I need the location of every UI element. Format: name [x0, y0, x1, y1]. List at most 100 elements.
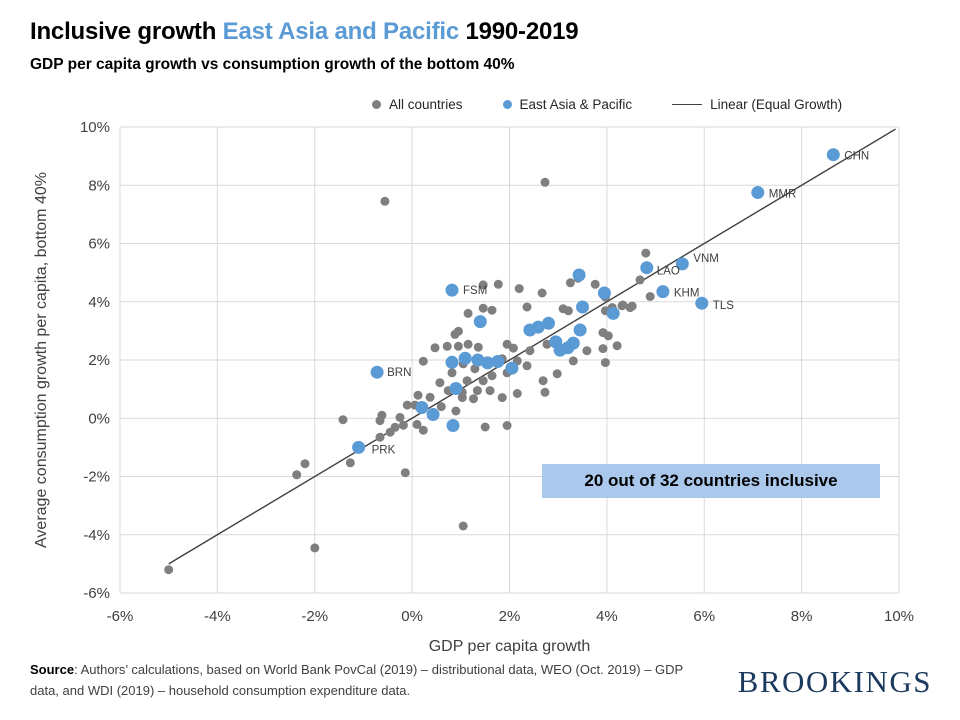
country-label: PRK [372, 444, 396, 456]
point-all-countries [487, 305, 497, 315]
country-label: KHM [674, 288, 700, 300]
point-all-countries [400, 468, 410, 478]
source-note: Source: Authors’ calculations, based on … [30, 660, 710, 702]
point-all-countries [508, 343, 518, 353]
chart-subtitle: GDP per capita growth vs consumption gro… [30, 56, 515, 73]
point-all-countries [625, 303, 635, 313]
point-all-countries [568, 356, 578, 366]
y-tick-label: -4% [83, 527, 110, 544]
point-all-countries [463, 339, 473, 349]
point-all-countries [512, 389, 522, 398]
point-all-countries [469, 394, 478, 404]
point-all-countries [292, 470, 302, 480]
x-tick-label: 6% [693, 608, 715, 625]
point-all-countries [442, 341, 452, 351]
x-tick-label: -2% [301, 608, 328, 625]
y-tick-label: 6% [88, 236, 110, 253]
x-tick-label: 10% [884, 608, 914, 625]
point-all-countries [451, 406, 461, 416]
point-all-countries [478, 376, 488, 386]
point-east-asia-pacific [656, 285, 670, 299]
x-axis-title: GDP per capita growth [429, 638, 591, 655]
point-all-countries [514, 284, 524, 294]
point-east-asia-pacific [415, 401, 429, 414]
point-all-countries [462, 376, 472, 386]
y-tick-label: -6% [83, 585, 110, 602]
point-all-countries [487, 371, 497, 381]
source-label: Source [30, 662, 75, 677]
point-all-countries [375, 432, 385, 442]
point-all-countries [502, 421, 512, 430]
point-all-countries [542, 339, 552, 349]
point-east-asia-pacific [549, 335, 563, 349]
y-tick-label: 0% [88, 410, 110, 427]
point-east-asia-pacific [751, 186, 765, 199]
point-all-countries [300, 459, 310, 469]
point-all-countries [310, 543, 320, 553]
point-all-countries [398, 420, 408, 430]
point-east-asia-pacific [370, 365, 384, 379]
point-east-asia-pacific [542, 316, 555, 330]
country-label: BRN [387, 367, 411, 379]
chart-title-region-accent: East Asia and Pacific [222, 18, 466, 45]
legend-label-all-countries: All countries [389, 97, 463, 112]
country-label: FSM [463, 285, 487, 297]
point-east-asia-pacific [445, 355, 459, 369]
brookings-logo: BROOKINGS [737, 664, 932, 699]
all-countries-dot-icon [372, 100, 381, 109]
point-east-asia-pacific [573, 323, 587, 337]
point-all-countries [563, 306, 573, 316]
country-label: CHN [844, 151, 869, 163]
point-all-countries [413, 390, 423, 400]
chart-title-part1: Inclusive growth [30, 18, 223, 45]
source-text: : Authors’ calculations, based on World … [30, 662, 683, 698]
point-all-countries [565, 278, 575, 288]
point-all-countries [645, 292, 655, 301]
point-east-asia-pacific [458, 351, 472, 365]
point-all-countries [435, 378, 445, 388]
y-tick-label: 4% [88, 294, 110, 311]
point-all-countries [345, 458, 355, 468]
point-all-countries [540, 387, 550, 397]
point-all-countries [617, 301, 627, 311]
point-all-countries [497, 393, 507, 403]
point-east-asia-pacific [426, 408, 440, 421]
point-east-asia-pacific [445, 283, 459, 297]
country-label: VNM [693, 253, 719, 265]
legend-item-all-countries: All countries [372, 97, 463, 112]
point-all-countries [590, 279, 600, 289]
equal-growth-line [168, 128, 896, 565]
point-all-countries [380, 196, 390, 206]
point-all-countries [457, 393, 467, 403]
point-east-asia-pacific [606, 306, 620, 320]
point-east-asia-pacific [640, 261, 654, 275]
point-all-countries [478, 280, 488, 290]
point-east-asia-pacific [675, 257, 689, 271]
x-tick-label: 8% [791, 608, 813, 625]
point-all-countries [418, 425, 428, 435]
y-tick-label: -2% [83, 469, 110, 486]
point-east-asia-pacific [576, 300, 589, 314]
point-all-countries [453, 341, 463, 351]
point-all-countries [385, 427, 395, 437]
point-all-countries [522, 302, 532, 312]
y-tick-label: 10% [80, 119, 110, 136]
y-tick-label: 2% [88, 352, 110, 369]
point-all-countries [458, 521, 468, 531]
point-all-countries [418, 356, 428, 366]
point-east-asia-pacific [473, 315, 487, 329]
legend-item-linear-equal-growth: Linear (Equal Growth) [672, 97, 842, 112]
point-all-countries [472, 386, 482, 396]
x-tick-label: -6% [107, 608, 134, 625]
x-tick-label: 0% [401, 608, 423, 625]
country-label: TLS [713, 300, 734, 312]
point-all-countries [377, 410, 387, 420]
point-all-countries [338, 415, 348, 425]
point-east-asia-pacific [491, 355, 505, 368]
point-east-asia-pacific [505, 361, 519, 375]
point-east-asia-pacific [446, 419, 460, 432]
point-all-countries [395, 412, 405, 422]
point-all-countries [485, 386, 495, 396]
east-asia-pacific-dot-icon [502, 100, 512, 109]
